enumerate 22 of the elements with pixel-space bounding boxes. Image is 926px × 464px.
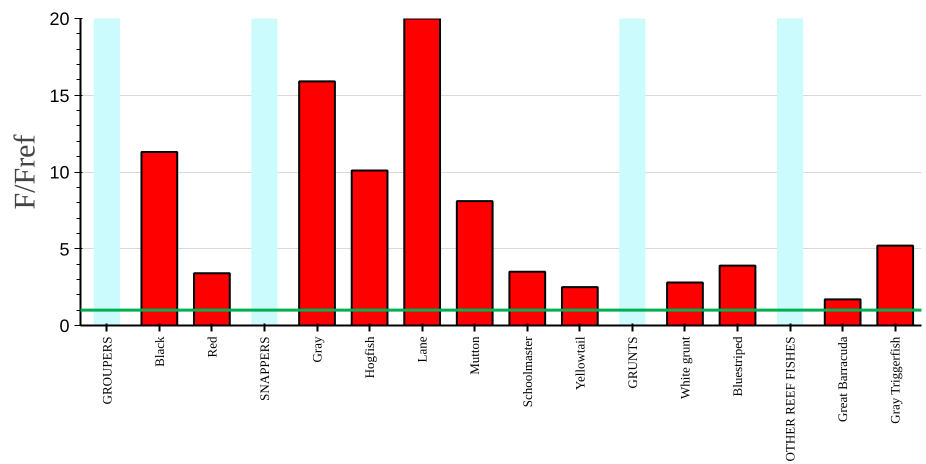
x-tick-label: White grunt <box>677 336 692 399</box>
x-tick-label: Schoolmaster <box>520 336 535 408</box>
y-tick-label: 0 <box>59 316 70 336</box>
x-tick-label: Mutton <box>467 336 482 375</box>
x-tick-label: Red <box>204 336 220 358</box>
x-tick-label: Gray Triggerfish <box>888 336 903 424</box>
x-tick-label: GRUNTS <box>624 336 640 389</box>
x-tick-label: Bluestriped <box>730 336 746 396</box>
y-axis-title: F/Fref <box>8 134 42 210</box>
x-tick-label: GROUPERS <box>99 336 114 404</box>
x-tick-label: Lane <box>414 336 430 362</box>
x-tick-label: Black <box>152 336 167 367</box>
x-tick-label: Gray <box>310 336 325 362</box>
y-tick-label: 20 <box>49 9 70 29</box>
x-tick-label: Hogfish <box>362 336 378 378</box>
x-tick-label: Great Barracuda <box>835 336 850 422</box>
y-tick-label: 15 <box>49 86 70 106</box>
y-tick-label: 5 <box>59 239 70 260</box>
x-tick-label: OTHER REEF FISHES <box>782 336 798 462</box>
x-tick-label: SNAPPERS <box>256 336 272 401</box>
x-tick-label: Yellowtail <box>572 336 588 390</box>
y-tick-label: 10 <box>49 162 70 182</box>
